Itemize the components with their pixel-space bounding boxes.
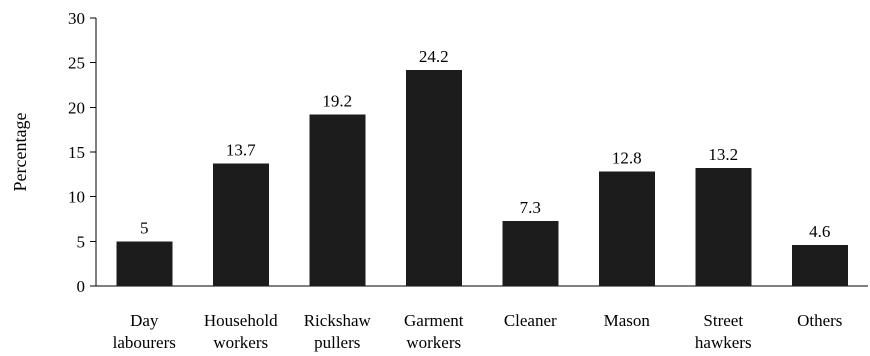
bar (791, 244, 848, 286)
y-tick-label: 25 (68, 54, 85, 73)
bar (212, 163, 269, 286)
y-tick-label: 10 (68, 188, 85, 207)
category-label-line: labourers (113, 333, 176, 352)
category-label-line: workers (406, 333, 461, 352)
category-label-line: Cleaner (504, 311, 557, 330)
category-label-line: workers (213, 333, 268, 352)
data-label: 24.2 (419, 47, 449, 66)
category-label: Day labourers (113, 311, 176, 352)
category-label: Cleaner (504, 311, 557, 330)
category-label-line: Rickshaw (304, 311, 372, 330)
data-label: 4.6 (809, 222, 830, 241)
category-label-line: Street (703, 311, 743, 330)
category-label: Street hawkers (695, 311, 752, 352)
category-label-line: Mason (604, 311, 651, 330)
y-tick-label: 30 (68, 9, 85, 28)
category-label: Garment workers (404, 311, 464, 352)
bar (116, 241, 173, 286)
category-label-line: Household (204, 311, 278, 330)
category-label: Rickshaw pullers (304, 311, 372, 352)
data-label: 5 (140, 218, 149, 237)
data-label: 13.7 (226, 141, 256, 160)
bar (598, 171, 655, 286)
y-axis-title: Percentage (10, 113, 30, 192)
category-label-line: hawkers (695, 333, 752, 352)
data-label: 19.2 (322, 91, 352, 110)
bar (695, 168, 752, 286)
category-label-line: Garment (404, 311, 464, 330)
category-label-line: Others (797, 311, 842, 330)
bars (116, 69, 848, 287)
data-label: 12.8 (612, 149, 642, 168)
category-label-line: Day (130, 311, 159, 330)
y-tick-label: 0 (77, 277, 86, 296)
data-label: 13.2 (708, 145, 738, 164)
data-labels: 5 13.7 19.2 24.2 7.3 12.8 13.2 4.6 (140, 47, 830, 241)
y-tick-label: 15 (68, 143, 85, 162)
category-labels: Day labourers Household workers Rickshaw pull… (113, 311, 843, 352)
category-label-line: pullers (314, 333, 360, 352)
bar (405, 69, 462, 287)
bar (502, 220, 559, 286)
category-label: Mason (604, 311, 651, 330)
data-label: 7.3 (520, 198, 541, 217)
category-label: Household workers (204, 311, 278, 352)
y-tick-label: 5 (77, 232, 86, 251)
y-tick-label: 20 (68, 98, 85, 117)
bar (309, 114, 366, 286)
category-label: Others (797, 311, 842, 330)
y-axis: 0 5 10 15 20 25 30 (68, 9, 97, 296)
